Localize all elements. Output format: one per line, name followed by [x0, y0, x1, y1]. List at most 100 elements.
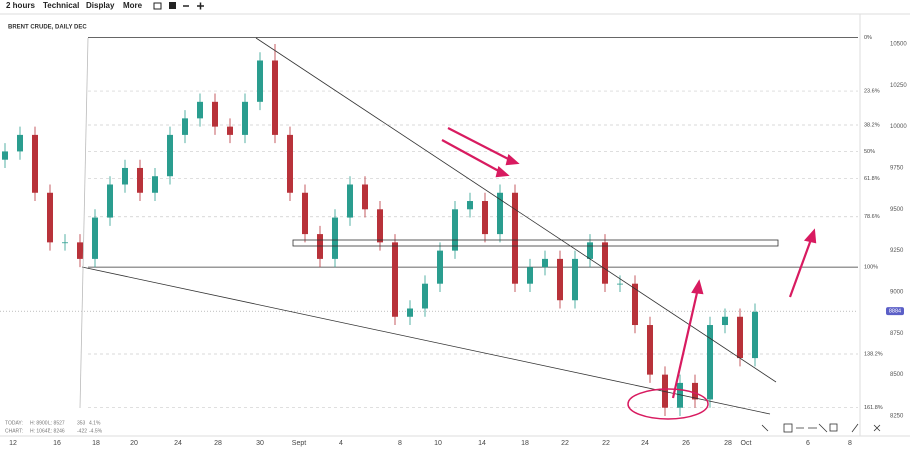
- candle-body: [587, 242, 593, 259]
- candle-body: [617, 283, 623, 285]
- tool-icon[interactable]: [818, 423, 828, 433]
- y-tick-label: 9250: [890, 248, 904, 254]
- fib-label: 50%: [864, 149, 875, 155]
- candle-body: [392, 242, 398, 317]
- candle-body: [512, 192, 518, 284]
- candle-body: [692, 382, 698, 400]
- candle-body: [47, 192, 53, 243]
- toolbar-button[interactable]: Technical: [43, 1, 79, 10]
- x-tick-label: 6: [806, 440, 810, 447]
- open-icon[interactable]: [153, 2, 162, 10]
- tool-icon[interactable]: [761, 424, 769, 432]
- x-tick-label: 24: [174, 440, 182, 447]
- fib-label: 161.8%: [864, 405, 883, 411]
- candle-body: [467, 201, 473, 210]
- fib-anchor: [79, 37, 89, 409]
- candle-body: [602, 242, 608, 284]
- x-tick-label: 18: [92, 440, 100, 447]
- last-price-label: 8884: [889, 309, 901, 315]
- candle-body: [527, 267, 533, 284]
- candle-body: [302, 192, 308, 235]
- candle-body: [707, 325, 713, 400]
- toolbar-button[interactable]: More: [123, 1, 143, 10]
- candle-body: [107, 184, 113, 218]
- candle-body: [497, 192, 503, 235]
- y-tick-label: 9750: [890, 166, 904, 172]
- info-text: CHART:: [5, 428, 23, 434]
- x-tick-label: 18: [521, 440, 529, 447]
- x-tick-label: 8: [398, 440, 402, 447]
- x-tick-label: 30: [256, 440, 264, 447]
- y-tick-label: 10500: [890, 42, 907, 48]
- x-tick-label: 22: [602, 440, 610, 447]
- toolbar-button[interactable]: Display: [86, 1, 115, 10]
- y-tick-label: 9500: [890, 207, 904, 213]
- candle-body: [452, 209, 458, 251]
- close-icon[interactable]: [873, 424, 881, 432]
- x-tick-label: 24: [641, 440, 649, 447]
- candle-body: [407, 308, 413, 317]
- candle-body: [257, 60, 263, 102]
- y-tick-label: 8500: [890, 372, 904, 378]
- y-tick-label: 10250: [890, 83, 907, 89]
- x-tick-label: 12: [9, 440, 17, 447]
- x-tick-label: 22: [561, 440, 569, 447]
- fib-label: 100%: [864, 265, 878, 271]
- candle-body: [647, 325, 653, 375]
- highlight-circle: [627, 388, 709, 420]
- arrows: [441, 127, 817, 399]
- candle-body: [272, 60, 278, 135]
- y-tick-label: 8750: [890, 331, 904, 337]
- info-text: L: 8246: [48, 428, 65, 434]
- drawings: [79, 37, 817, 420]
- x-tick-label: 10: [434, 440, 442, 447]
- candle-body: [722, 316, 728, 326]
- y-tick-label: 9000: [890, 290, 904, 296]
- info-text: L: 8527: [48, 420, 65, 426]
- candle-body: [62, 242, 68, 244]
- candle-body: [287, 134, 293, 193]
- candle-body: [437, 250, 443, 284]
- fib-label: 138.2%: [864, 351, 883, 357]
- candle-body: [197, 101, 203, 119]
- x-tick-label: 8: [848, 440, 852, 447]
- x-tick-label: 28: [724, 440, 732, 447]
- fib-label: 0%: [864, 35, 872, 41]
- x-tick-label: 16: [53, 440, 61, 447]
- drawing-tools: [761, 423, 881, 433]
- chart-title: BRENT CRUDE, DAILY DEC: [8, 25, 87, 31]
- info-text: H: 10647: [30, 428, 51, 434]
- info-text: TODAY:: [5, 420, 23, 426]
- zone-box: [292, 239, 779, 247]
- candle-body: [212, 101, 218, 127]
- candle-body: [557, 258, 563, 301]
- fib-label: 23.6%: [864, 89, 880, 95]
- candle-body: [32, 134, 38, 193]
- candle-body: [2, 151, 8, 160]
- tool-icon[interactable]: [783, 423, 793, 433]
- candle-body: [737, 316, 743, 359]
- info-text: -422: [77, 428, 87, 434]
- candle-body: [377, 209, 383, 243]
- tool-icon[interactable]: [851, 423, 859, 433]
- trend-line: [255, 37, 777, 383]
- candle-body: [422, 283, 428, 309]
- candle-body: [137, 167, 143, 193]
- x-tick-label: Sept: [292, 440, 306, 447]
- candle-body: [752, 311, 758, 359]
- info-text: H: 8900: [30, 420, 48, 426]
- y-tick-label: 8250: [890, 414, 904, 420]
- toolbar-button[interactable]: 2 hours: [6, 1, 35, 10]
- save-icon[interactable]: [169, 2, 176, 9]
- candle-body: [332, 217, 338, 259]
- toolbar: 2 hours Technical Display More: [6, 1, 204, 10]
- candle-body: [92, 217, 98, 259]
- candle-body: [17, 134, 23, 152]
- candle-body: [542, 258, 548, 268]
- tool-icon[interactable]: [829, 423, 838, 432]
- candle-body: [677, 382, 683, 408]
- candle-body: [572, 258, 578, 301]
- zoom-in[interactable]: [197, 2, 204, 10]
- candle-body: [317, 234, 323, 259]
